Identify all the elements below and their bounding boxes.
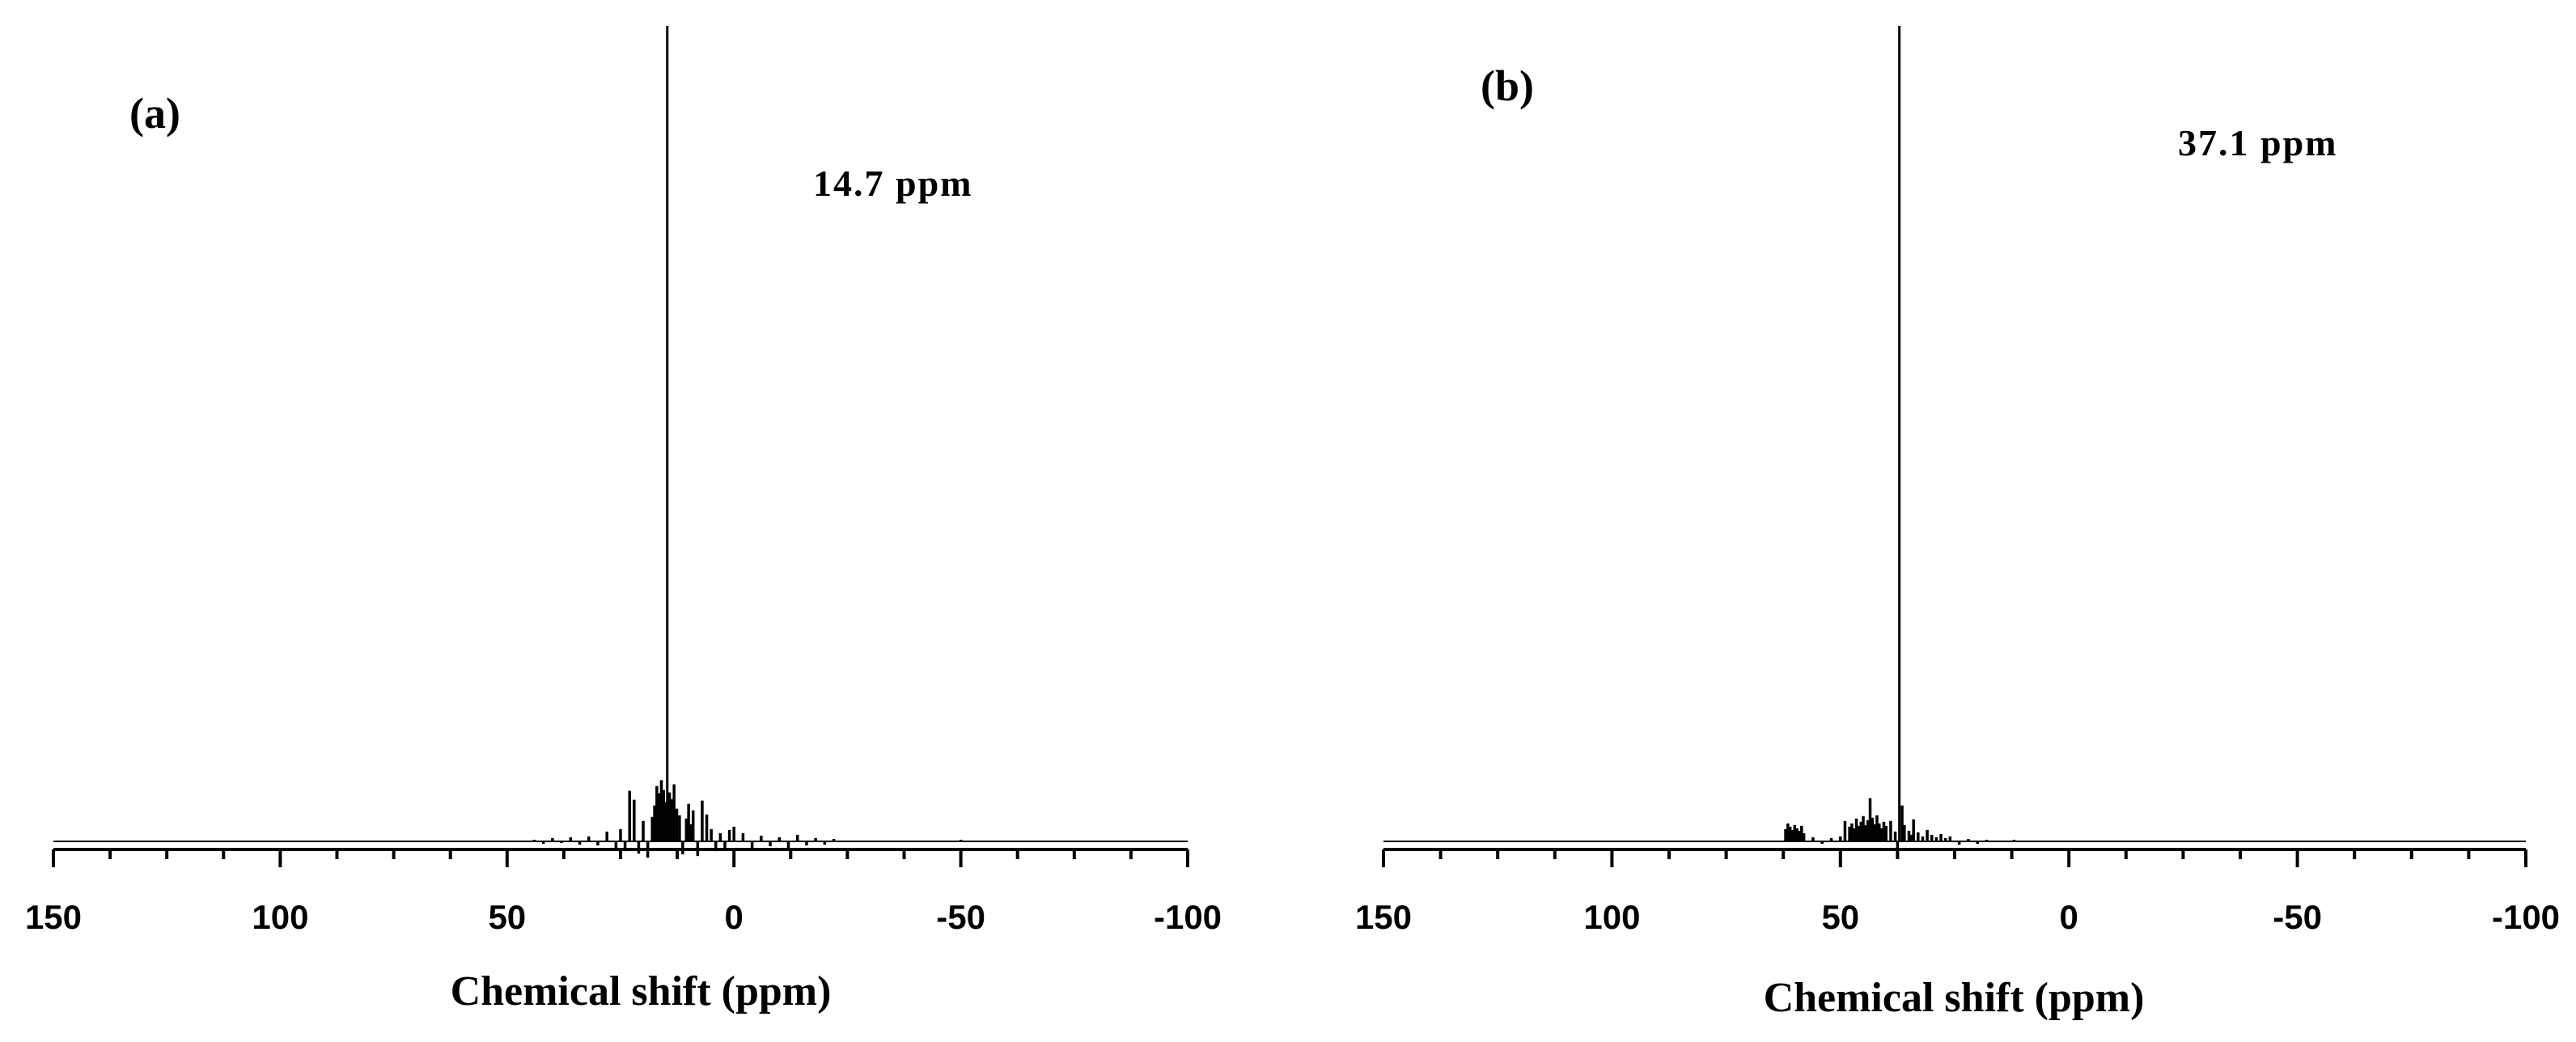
panel-b-label: (b): [1481, 61, 1534, 110]
panel-b-x-tick-labels: 150 100 50 0 -50 -100: [1355, 898, 2560, 936]
panel-b-x-ticks: [1382, 849, 2527, 867]
x-tick-label: 50: [1821, 898, 1859, 936]
panel-a-x-ticks: [52, 849, 1189, 867]
panel-b: (b) 37.1 ppm 150 100 50 0 -50 -100 Chemical s…: [1355, 26, 2560, 1021]
panel-a-x-tick-labels: 150 100 50 0 -50 -100: [25, 898, 1222, 936]
x-tick-label: 150: [25, 898, 82, 936]
x-tick-label: -100: [1154, 898, 1222, 936]
x-tick-label: 50: [488, 898, 526, 936]
x-tick-label: 0: [2060, 898, 2078, 936]
x-tick-label: -100: [2492, 898, 2560, 936]
x-tick-label: 0: [725, 898, 744, 936]
x-tick-label: 100: [252, 898, 308, 936]
panel-a-peak-annotation: 14.7 ppm: [813, 163, 972, 204]
x-tick-label: -50: [2273, 898, 2322, 936]
panel-a-spectrum: [53, 26, 1188, 858]
panel-b-x-axis-title: Chemical shift (ppm): [1764, 975, 2145, 1021]
panel-a-label: (a): [129, 89, 180, 138]
panel-a: (a) 14.7 ppm 150 100 50 0 -50 -100 Chemical s…: [25, 26, 1222, 1014]
panel-b-spectrum: [1383, 26, 2526, 849]
x-tick-label: -50: [936, 898, 985, 936]
panel-a-x-axis-title: Chemical shift (ppm): [451, 968, 832, 1014]
x-tick-label: 100: [1583, 898, 1640, 936]
panel-b-peak-annotation: 37.1 ppm: [2178, 122, 2337, 163]
x-tick-label: 150: [1355, 898, 1412, 936]
